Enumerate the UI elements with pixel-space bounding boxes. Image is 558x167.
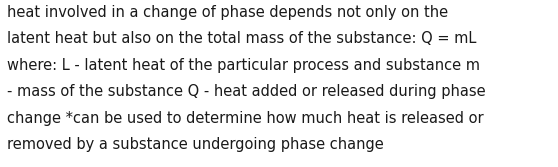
Text: removed by a substance undergoing phase change: removed by a substance undergoing phase … bbox=[7, 137, 383, 152]
Text: heat involved in a change of phase depends not only on the: heat involved in a change of phase depen… bbox=[7, 5, 448, 20]
Text: change *can be used to determine how much heat is released or: change *can be used to determine how muc… bbox=[7, 111, 483, 126]
Text: - mass of the substance Q - heat added or released during phase: - mass of the substance Q - heat added o… bbox=[7, 84, 485, 99]
Text: latent heat but also on the total mass of the substance: Q = mL: latent heat but also on the total mass o… bbox=[7, 31, 476, 46]
Text: where: L - latent heat of the particular process and substance m: where: L - latent heat of the particular… bbox=[7, 58, 480, 73]
